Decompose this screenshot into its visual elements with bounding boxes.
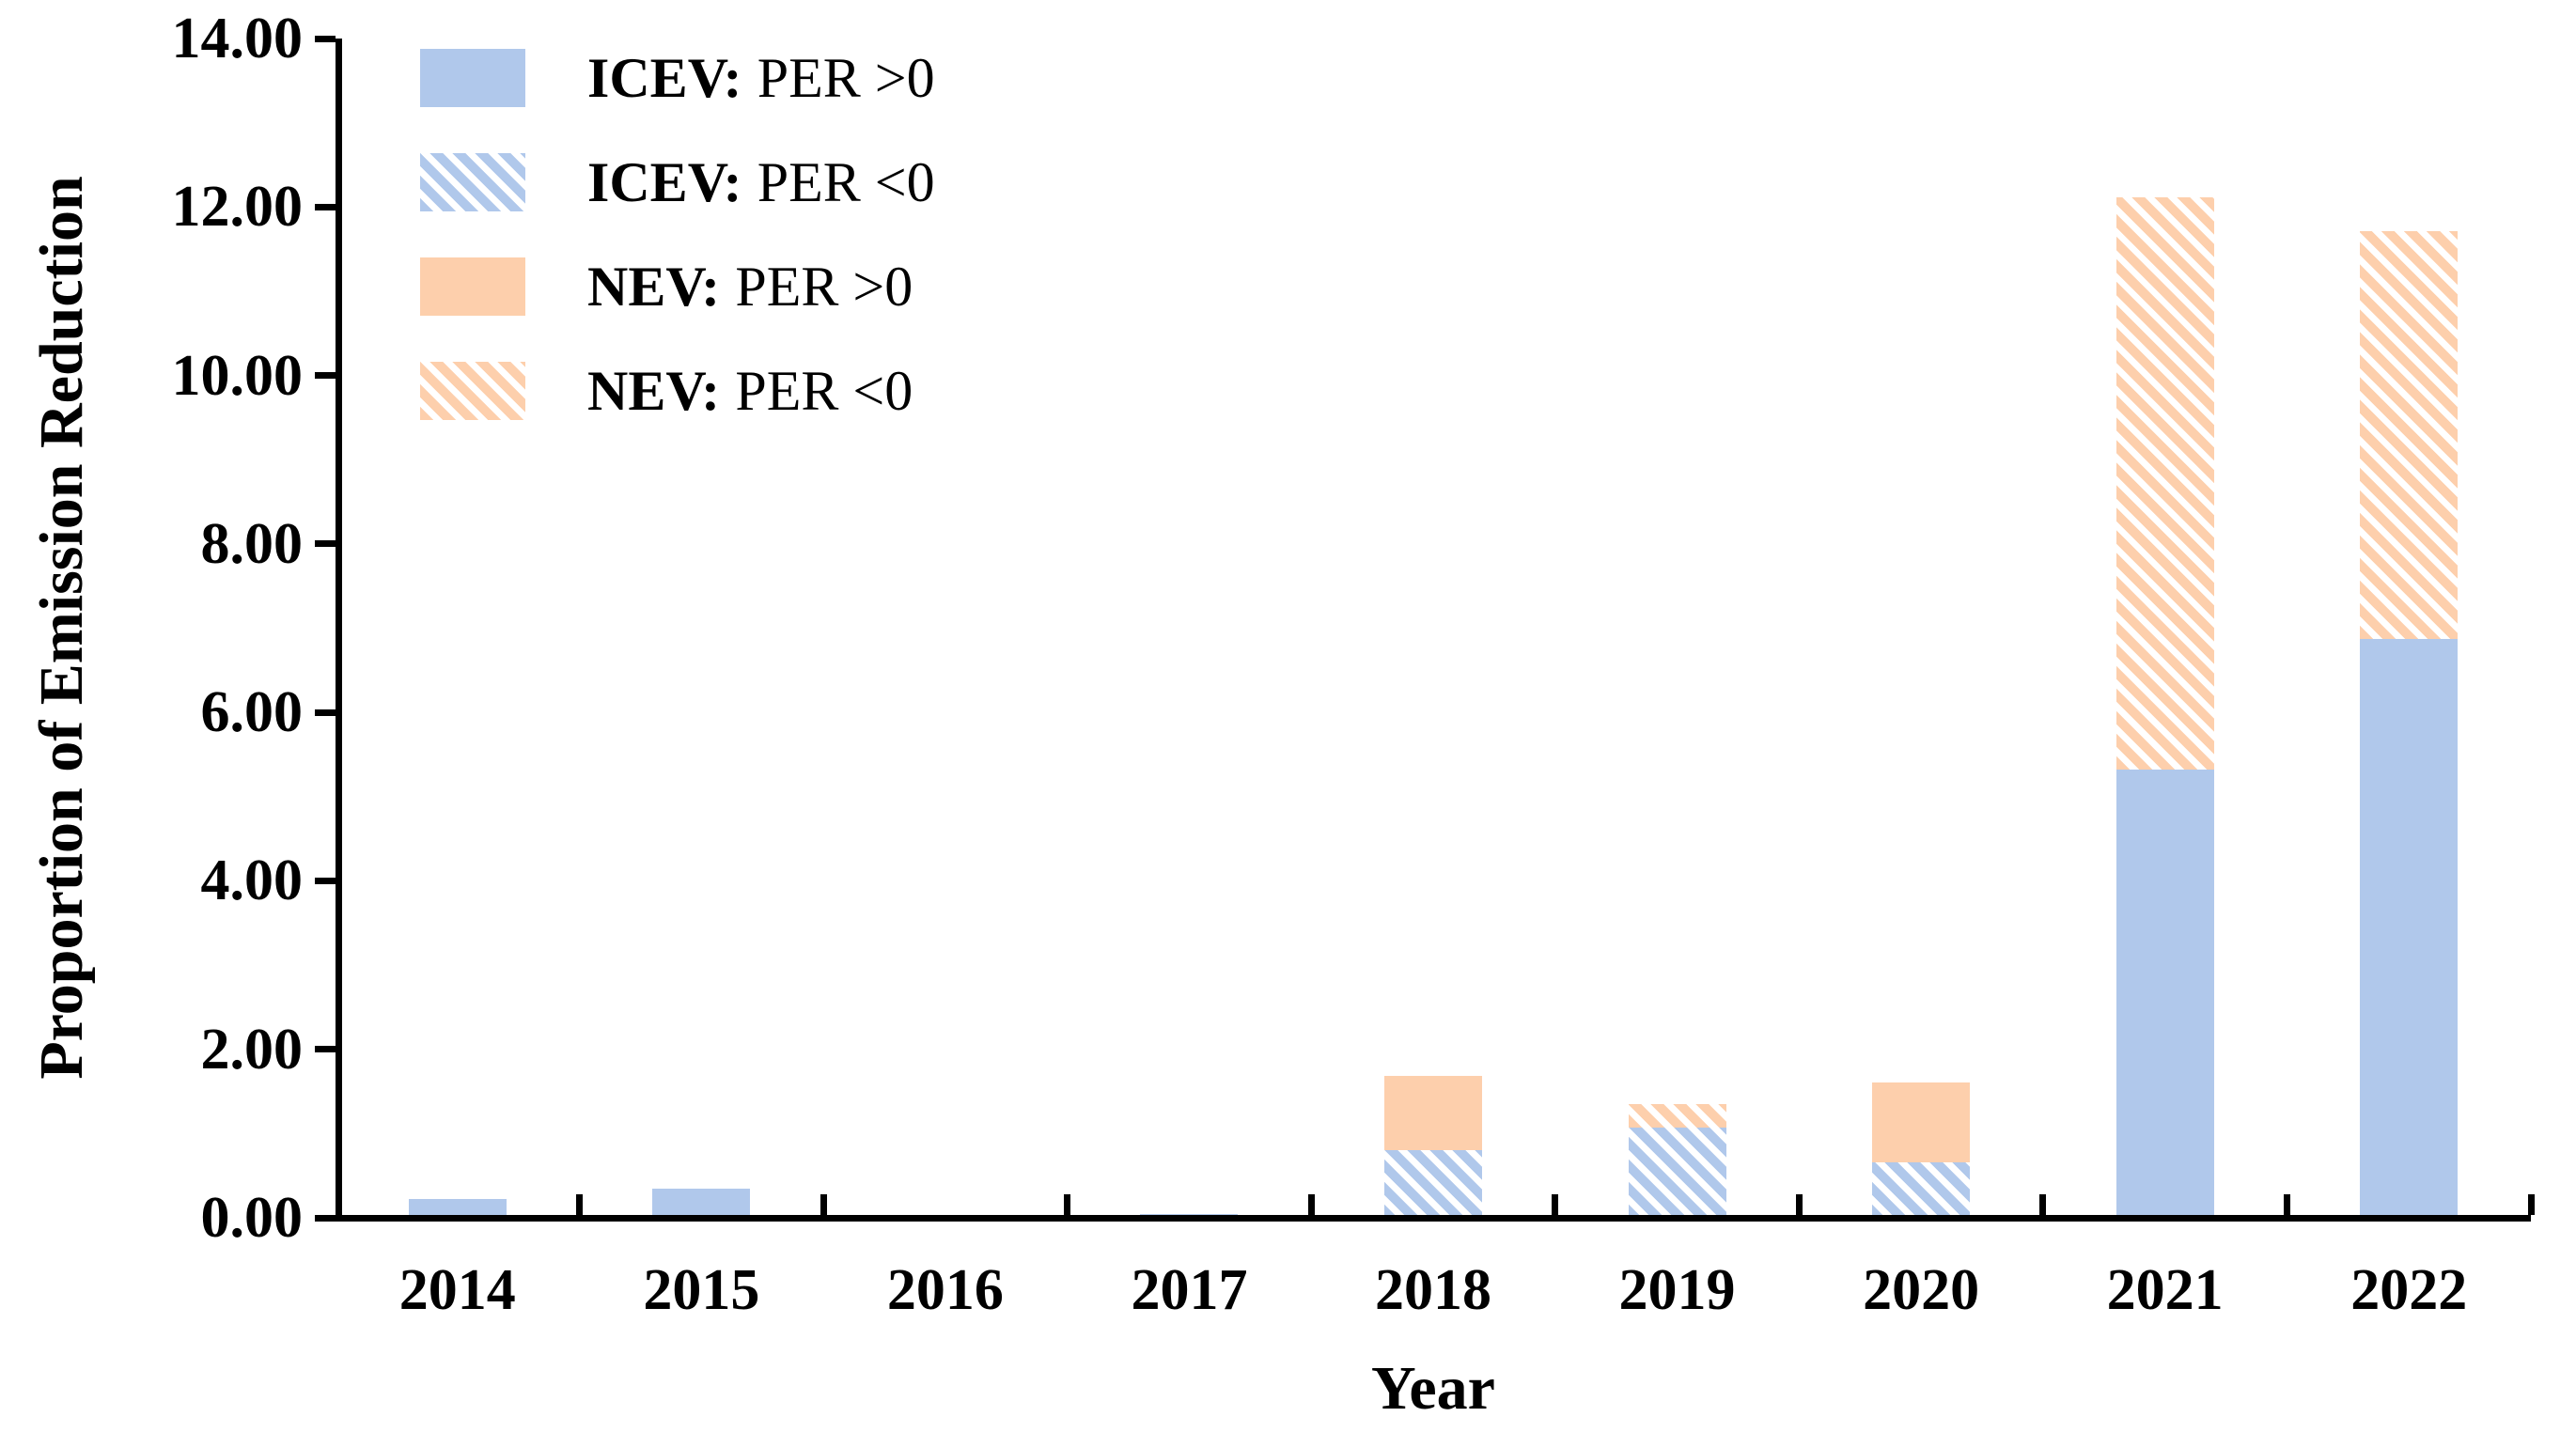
legend-swatch-nev-pos: [420, 257, 525, 316]
x-tick-label: 2015: [643, 1258, 760, 1322]
x-boundary-tick: [2527, 1194, 2535, 1215]
y-tick: [315, 877, 336, 884]
y-tick: [315, 708, 336, 716]
legend-label-rest: PER >0: [757, 47, 935, 109]
y-tick: [315, 35, 336, 42]
y-tick: [315, 1046, 336, 1053]
legend-label: NEV: PER <0: [587, 362, 913, 420]
bar-segment: [408, 1199, 507, 1218]
legend-swatch-icev-neg: [420, 153, 525, 211]
x-boundary-tick: [576, 1194, 584, 1215]
y-tick-label: 10.00: [171, 343, 304, 408]
x-boundary-tick: [1307, 1194, 1315, 1215]
bar-segment: [1872, 1161, 1971, 1218]
y-tick: [315, 540, 336, 548]
x-tick-label: 2021: [2106, 1258, 2224, 1322]
y-tick: [315, 372, 336, 380]
bar-segment: [2115, 197, 2214, 771]
bar-segment: [1872, 1082, 1971, 1162]
y-axis-title: Proportion of Emission Reduction: [27, 176, 96, 1080]
legend-label-prefix: ICEV:: [587, 47, 742, 109]
bar-segment: [1628, 1128, 1726, 1218]
x-tick-label: 2020: [1863, 1258, 1980, 1322]
x-tick-label: 2016: [886, 1258, 1004, 1322]
y-tick-label: 2.00: [200, 1017, 304, 1082]
x-axis-line: [336, 1215, 2531, 1222]
legend-label-rest: PER >0: [735, 256, 913, 318]
legend-label: NEV: PER >0: [587, 257, 913, 316]
bar-segment: [1628, 1103, 1726, 1129]
y-tick-label: 12.00: [171, 175, 304, 240]
legend-label-prefix: NEV:: [587, 360, 721, 422]
y-tick-label: 4.00: [200, 849, 304, 913]
y-tick: [315, 1214, 336, 1222]
legend-label-prefix: ICEV:: [587, 151, 742, 213]
legend-item: NEV: PER >0: [420, 257, 935, 316]
legend: ICEV: PER >0 ICEV: PER <0 NEV: PER >0 NEV: P…: [420, 49, 935, 466]
legend-label-rest: PER <0: [757, 151, 935, 213]
legend-label-prefix: NEV:: [587, 256, 721, 318]
y-tick: [315, 203, 336, 210]
legend-swatch-icev-pos: [420, 49, 525, 107]
y-tick-label: 0.00: [200, 1186, 304, 1250]
x-tick-label: 2018: [1375, 1258, 1491, 1322]
x-boundary-tick: [1795, 1194, 1803, 1215]
y-tick-label: 8.00: [200, 511, 304, 576]
x-tick-label: 2017: [1131, 1258, 1248, 1322]
x-boundary-tick: [1064, 1194, 1071, 1215]
legend-item: ICEV: PER <0: [420, 153, 935, 211]
x-tick-label: 2022: [2350, 1258, 2468, 1322]
legend-item: ICEV: PER >0: [420, 49, 935, 107]
bar-segment: [652, 1188, 751, 1218]
legend-item: NEV: PER <0: [420, 362, 935, 420]
x-axis-title: Year: [1371, 1354, 1495, 1423]
legend-swatch-nev-neg: [420, 362, 525, 420]
y-tick-label: 6.00: [200, 680, 304, 745]
y-tick-label: 14.00: [171, 7, 304, 70]
x-tick-label: 2014: [398, 1258, 516, 1322]
x-boundary-tick: [820, 1194, 827, 1215]
legend-label-rest: PER <0: [735, 360, 913, 422]
x-boundary-tick: [1552, 1194, 1559, 1215]
bar-segment: [2360, 639, 2459, 1218]
x-boundary-tick: [2039, 1194, 2047, 1215]
legend-label: ICEV: PER <0: [587, 153, 935, 211]
y-axis-line: [336, 39, 342, 1222]
x-boundary-tick: [2283, 1194, 2290, 1215]
x-tick-label: 2019: [1618, 1258, 1736, 1322]
bar-segment: [2115, 770, 2214, 1218]
bar-segment: [1384, 1076, 1482, 1151]
legend-label: ICEV: PER >0: [587, 49, 935, 107]
bar-segment: [2360, 231, 2459, 640]
bar-segment: [1384, 1150, 1482, 1218]
